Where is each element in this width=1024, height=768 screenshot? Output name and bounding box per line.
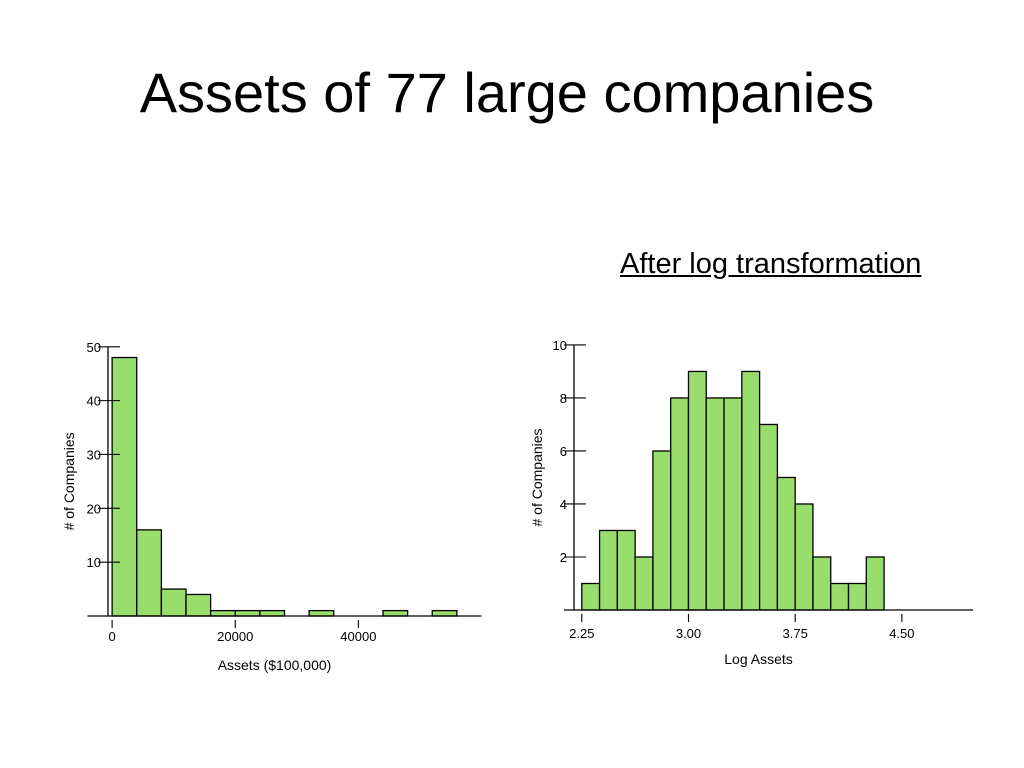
right-x-tick-label: 2.25: [569, 626, 594, 641]
left-bar: [308, 609, 335, 617]
left-bar: [185, 593, 212, 617]
histogram-raw-assets: 0 20000 40000 10 20 30 40 50 Assets ($100,000) # …: [61, 340, 482, 673]
left-bar: [209, 609, 236, 617]
right-bar: [652, 450, 672, 611]
slide-title: Assets of 77 large companies: [139, 61, 875, 124]
right-bar: [847, 582, 867, 611]
left-x-axis-title: Assets ($100,000): [218, 657, 332, 673]
left-bar: [111, 356, 138, 617]
right-x-tick-label: 4.50: [889, 626, 914, 641]
right-bar: [758, 423, 779, 611]
right-bar: [741, 370, 761, 611]
right-bar: [705, 397, 725, 611]
right-bar: [776, 476, 796, 611]
right-bar: [598, 529, 618, 611]
right-bar: [616, 529, 636, 611]
right-bar: [670, 397, 690, 611]
right-bar: [723, 397, 743, 611]
right-bar: [830, 582, 850, 611]
right-bar: [687, 370, 707, 611]
right-x-axis-title: Log Assets: [724, 651, 793, 667]
left-y-tick-label: 10: [87, 555, 101, 570]
left-y-axis-title: # of Companies: [61, 432, 77, 530]
left-bar: [136, 529, 163, 617]
right-y-tick-label: 6: [560, 444, 567, 459]
left-bar: [234, 609, 261, 617]
left-bar: [259, 609, 286, 617]
left-y-tick-label: 40: [87, 394, 101, 409]
right-y-axis-title: # of Companies: [529, 428, 545, 526]
right-bar: [794, 503, 814, 611]
right-bar: [812, 556, 832, 611]
right-bar: [634, 556, 654, 611]
left-x-tick-label: 40000: [340, 629, 376, 644]
histogram-log-assets: 2.25 3.00 3.75 4.50 2 4 6 8 10 Log Assets # of Com…: [529, 338, 973, 667]
left-y-tick-label: 30: [87, 447, 101, 462]
subtitle-log-transformation: After log transformation: [620, 248, 922, 280]
right-y-tick-label: 4: [560, 497, 567, 512]
right-bar: [865, 556, 885, 611]
left-y-tick-label: 50: [87, 340, 101, 355]
right-x-tick-label: 3.75: [783, 626, 808, 641]
left-x-tick-label: 0: [109, 629, 116, 644]
right-y-tick-label: 8: [560, 391, 567, 406]
right-bar: [581, 582, 601, 611]
left-bar: [382, 609, 409, 617]
right-x-tick-label: 3.00: [676, 626, 701, 641]
left-x-tick-label: 20000: [217, 629, 253, 644]
left-bar: [160, 588, 187, 617]
right-y-tick-label: 2: [560, 550, 567, 565]
left-y-tick-label: 20: [87, 501, 101, 516]
left-bar: [431, 609, 458, 617]
right-y-tick-label: 10: [553, 338, 567, 353]
